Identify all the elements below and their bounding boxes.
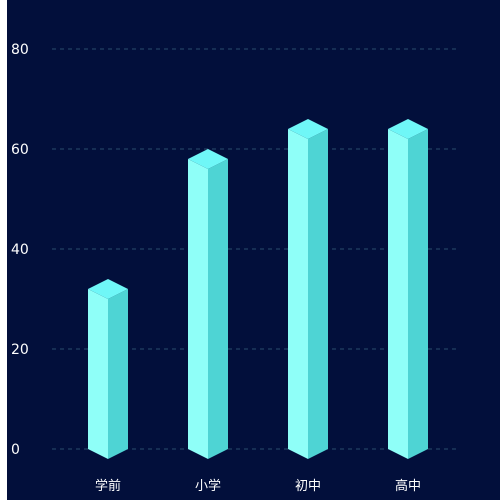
bar — [188, 149, 228, 459]
y-tick-label: 60 — [11, 142, 29, 158]
bar-left-face — [288, 129, 308, 459]
y-axis-ticks: 0 20 40 60 80 — [11, 42, 29, 458]
bar-left-face — [388, 129, 408, 459]
bar-left-face — [188, 159, 208, 459]
bar-top-face — [288, 119, 328, 139]
x-tick-label: 初中 — [295, 479, 321, 494]
y-tick-label: 20 — [11, 342, 29, 358]
bar-top-face — [188, 149, 228, 169]
chart-panel: 0 20 40 60 80 学前 小学 初中 高中 — [7, 0, 500, 500]
bar — [88, 279, 128, 459]
bar-right-face — [408, 129, 428, 459]
x-axis-ticks: 学前 小学 初中 高中 — [95, 478, 421, 494]
x-tick-label: 高中 — [395, 478, 421, 494]
bar-right-face — [208, 159, 228, 459]
bar-chart: 0 20 40 60 80 学前 小学 初中 高中 — [11, 42, 457, 494]
y-tick-label: 80 — [11, 42, 29, 58]
bar — [388, 119, 428, 459]
x-tick-label: 学前 — [95, 478, 121, 494]
x-tick-label: 小学 — [195, 478, 221, 494]
bar-right-face — [308, 129, 328, 459]
bar — [288, 119, 328, 459]
y-tick-label: 0 — [11, 442, 20, 458]
bar-left-face — [88, 289, 108, 459]
y-tick-label: 40 — [11, 242, 29, 258]
bars — [88, 119, 428, 459]
bar-top-face — [388, 119, 428, 139]
bar-top-face — [88, 279, 128, 299]
bar-right-face — [108, 289, 128, 459]
